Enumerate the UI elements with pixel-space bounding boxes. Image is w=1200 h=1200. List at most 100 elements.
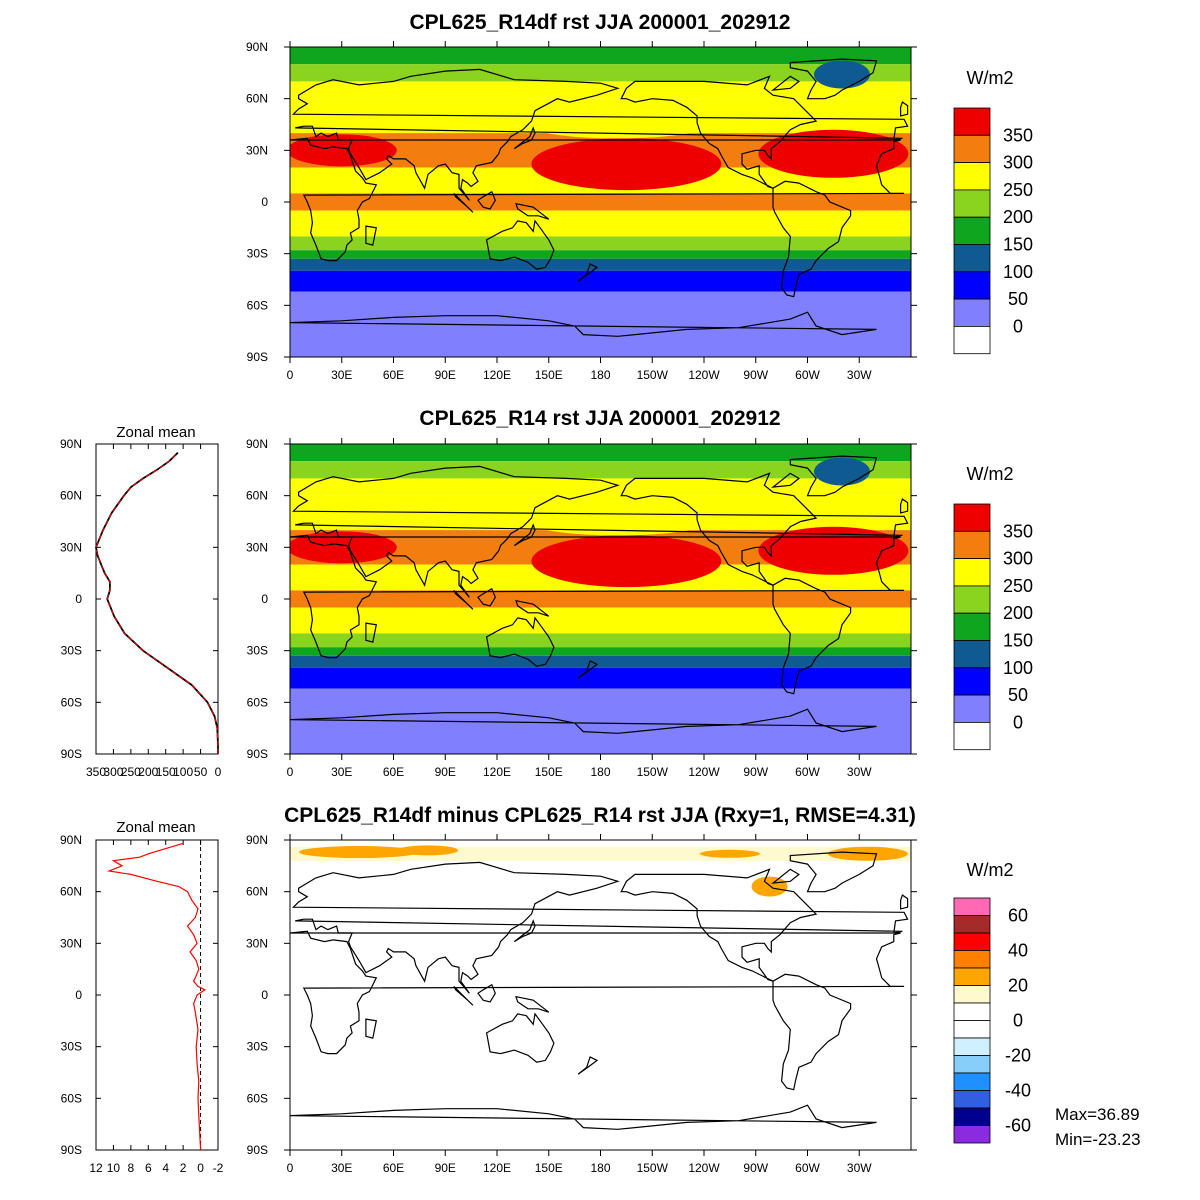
x-tick-label: 120E	[483, 368, 511, 382]
colorbar-box	[953, 985, 991, 1004]
coastline-antarctica	[290, 708, 877, 734]
y-tick-label: 30S	[247, 247, 268, 261]
coastline-south-america	[772, 180, 852, 298]
lat-band	[290, 270, 911, 292]
map3-unit: W/m2	[967, 860, 1014, 880]
colorbar-box	[953, 694, 991, 723]
zonal-frame	[95, 839, 219, 1151]
colorbar-box	[953, 1072, 991, 1091]
x-tick-label: 60W	[795, 1161, 820, 1175]
map-fill	[290, 444, 911, 754]
y-tick-label: 60S	[247, 298, 268, 312]
zonal-x-label: -2	[213, 1161, 224, 1175]
map3-title: CPL625_R14df minus CPL625_R14 rst JJA (R…	[284, 804, 916, 827]
coastline-sumatra	[453, 192, 474, 213]
map1-axes: 0 30E 60E 90E 120E 150E 180 150W 120W 90W 60W 30W 90…	[246, 40, 917, 382]
colorbar-box	[953, 558, 991, 587]
colorbar-box	[953, 271, 991, 300]
zonal-x-label: 150	[156, 765, 176, 779]
x-tick-label: 30E	[331, 765, 352, 779]
colorbar-label: 50	[1008, 289, 1028, 309]
x-tick-label: 30W	[847, 368, 872, 382]
x-tick-label: 60E	[383, 1161, 404, 1175]
x-tick-label: 120E	[483, 1161, 511, 1175]
coastline-new-guinea	[515, 202, 550, 220]
zonal-x-label: 4	[162, 1161, 169, 1175]
zonal-x-label: 0	[215, 765, 222, 779]
colorbar-box	[953, 950, 991, 969]
zonal-y-label: 30S	[61, 1040, 82, 1054]
colorbar-box	[953, 530, 991, 559]
y-tick-label: 0	[261, 592, 268, 606]
zonal-y-label: 60N	[60, 489, 82, 503]
colorbar-label: 40	[1008, 941, 1028, 961]
zonal-x-label: 100	[173, 765, 193, 779]
coastline-north-america	[620, 75, 818, 189]
diff-region	[699, 849, 760, 858]
zonal-y-label: 60S	[61, 695, 82, 709]
zonal-y-label: 30N	[60, 936, 82, 950]
y-tick-label: 30N	[246, 143, 268, 157]
coastline-australia	[485, 616, 555, 667]
coastline-madagascar	[365, 225, 378, 246]
diff-region	[398, 845, 458, 856]
colorbar-label: 350	[1003, 125, 1033, 145]
x-tick-label: 120W	[688, 1161, 720, 1175]
colorbar-label: 300	[1003, 153, 1033, 173]
colorbar-box	[953, 244, 991, 273]
coastline-eurasia	[291, 68, 909, 201]
coastline-new-guinea	[515, 995, 550, 1013]
colorbar-box	[953, 162, 991, 191]
colorbar-label: 0	[1013, 712, 1023, 732]
lat-band	[290, 250, 911, 259]
coastline-australia	[485, 219, 555, 270]
y-tick-label: 0	[261, 195, 268, 209]
atlantic-high-region	[758, 129, 909, 178]
colorbar-label: 60	[1008, 906, 1028, 926]
zonal-x-label: 12	[89, 1161, 103, 1175]
colorbar-label: 300	[1003, 549, 1033, 569]
coastline-uk	[899, 498, 909, 514]
coastline-japan	[513, 919, 536, 943]
colorbar-box	[953, 667, 991, 696]
zonal-line-exp	[95, 452, 219, 754]
colorbar-box	[953, 1055, 991, 1074]
lat-band	[290, 47, 911, 65]
coastline-japan	[513, 523, 536, 547]
zonal-y-label: 60N	[60, 885, 82, 899]
x-tick-label: 90E	[435, 765, 456, 779]
x-tick-label: 30E	[331, 368, 352, 382]
map2-colorbar: 350 300 250 200 150 100 50 0	[953, 503, 1033, 751]
lat-band	[290, 64, 911, 82]
colorbar-box	[953, 967, 991, 986]
colorbar-box	[953, 325, 991, 355]
x-tick-label: 90W	[743, 765, 768, 779]
y-tick-label: 90N	[246, 40, 268, 54]
coastline-borneo	[477, 190, 496, 210]
y-tick-label: 60S	[247, 1091, 268, 1105]
colorbar-box	[953, 585, 991, 614]
zonal-x-label: 200	[138, 765, 158, 779]
coastline-uk	[899, 894, 909, 910]
coastline-south-america	[772, 577, 852, 695]
zonal-y-label: 0	[75, 592, 82, 606]
colorbar-label: 0	[1013, 1011, 1023, 1031]
lat-band	[290, 461, 911, 479]
coastline-greenland	[789, 851, 878, 893]
y-tick-label: 90S	[247, 747, 268, 761]
colorbar-label: 200	[1003, 207, 1033, 227]
colorbar-box	[953, 216, 991, 245]
zonal-x-label: 250	[121, 765, 141, 779]
y-tick-label: 90N	[246, 437, 268, 451]
coastline-antarctica	[290, 311, 877, 337]
y-tick-label: 90N	[246, 833, 268, 847]
colorbar-label: 50	[1008, 685, 1028, 705]
lat-band	[290, 647, 911, 656]
y-tick-label: 60N	[246, 489, 268, 503]
colorbar-box	[953, 1020, 991, 1039]
zonal-y-label: 0	[75, 988, 82, 1002]
colorbar-label: -60	[1005, 1116, 1031, 1136]
coastline-greenland	[789, 455, 878, 497]
